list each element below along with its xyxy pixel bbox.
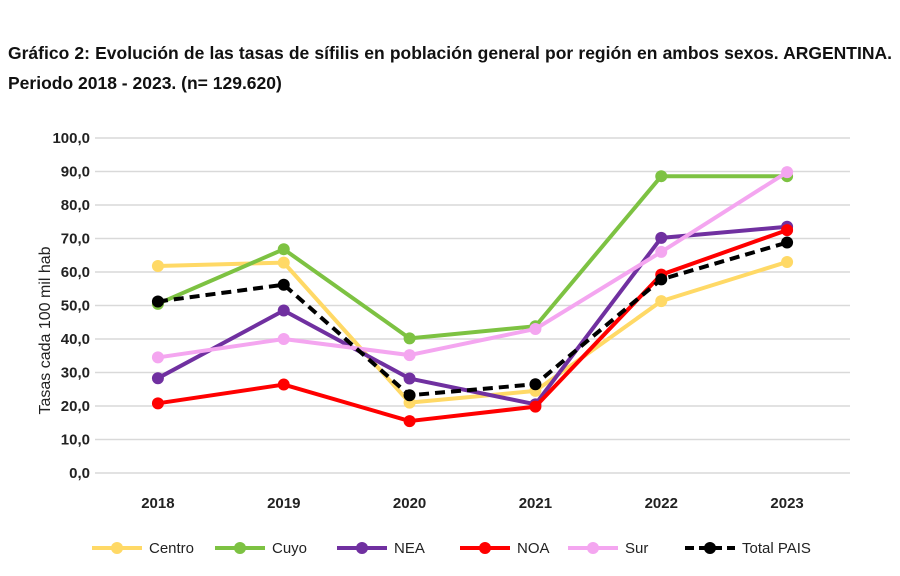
legend-marker — [704, 542, 716, 554]
data-point — [655, 170, 668, 183]
data-point — [151, 295, 164, 308]
y-tick-label: 90,0 — [61, 164, 90, 181]
data-point — [529, 400, 542, 413]
y-tick-label: 0,0 — [69, 465, 90, 482]
data-point — [151, 259, 164, 272]
data-point — [151, 397, 164, 410]
y-tick-label: 10,0 — [61, 432, 90, 449]
y-tick-label: 70,0 — [61, 231, 90, 248]
data-point — [151, 351, 164, 364]
data-point — [403, 372, 416, 385]
x-tick-label: 2020 — [393, 495, 426, 512]
series-line-nea — [156, 224, 788, 407]
data-point — [781, 166, 794, 179]
legend-label: NOA — [517, 540, 550, 557]
x-tick-label: 2018 — [141, 495, 174, 512]
x-tick-label: 2023 — [770, 495, 803, 512]
y-tick-label: 100,0 — [52, 130, 90, 147]
data-point — [655, 295, 668, 308]
legend-marker — [356, 542, 368, 554]
y-tick-label: 80,0 — [61, 197, 90, 214]
y-tick-label: 30,0 — [61, 365, 90, 382]
series-line-cuyo — [157, 174, 788, 341]
data-point — [781, 236, 794, 249]
data-point — [655, 273, 668, 286]
legend-label: Sur — [625, 540, 648, 557]
data-point — [781, 255, 794, 268]
data-point — [529, 322, 542, 335]
x-tick-label: 2021 — [519, 495, 552, 512]
y-tick-label: 40,0 — [61, 331, 90, 348]
legend-label: Centro — [149, 540, 194, 557]
y-axis-label: Tasas cada 100 mil hab — [37, 246, 54, 414]
chart-title: Gráfico 2: Evolución de las tasas de síf… — [8, 43, 892, 93]
x-tick-label: 2022 — [645, 495, 678, 512]
data-point — [277, 278, 290, 291]
series-line-centro — [157, 260, 788, 405]
data-point — [403, 389, 416, 402]
data-point — [403, 332, 416, 345]
y-tick-label: 60,0 — [61, 264, 90, 281]
data-point — [277, 378, 290, 391]
legend-marker — [479, 542, 491, 554]
legend-marker — [234, 542, 246, 554]
legend-marker — [111, 542, 123, 554]
data-point — [277, 304, 290, 317]
data-point — [529, 378, 542, 391]
data-point — [655, 231, 668, 244]
y-tick-label: 20,0 — [61, 398, 90, 415]
x-tick-label: 2019 — [267, 495, 300, 512]
data-point — [403, 349, 416, 362]
series-line-noa — [157, 228, 788, 424]
y-tick-label: 50,0 — [61, 298, 90, 315]
data-point — [277, 333, 290, 345]
series-line-sur — [157, 170, 789, 360]
data-point — [277, 256, 290, 269]
legend-label: Cuyo — [272, 540, 307, 557]
legend-marker — [587, 542, 599, 554]
legend-label: NEA — [394, 540, 425, 557]
data-point — [151, 372, 164, 385]
data-point — [781, 224, 794, 237]
legend-label: Total PAIS — [742, 540, 811, 557]
data-point — [655, 245, 668, 258]
data-point — [277, 243, 290, 256]
series-line-total-pais — [157, 240, 788, 398]
data-point — [403, 415, 416, 428]
